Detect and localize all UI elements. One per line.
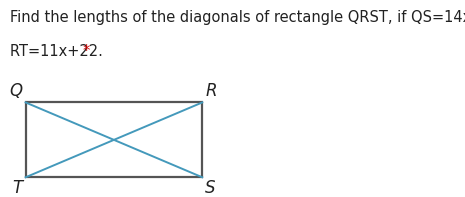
Text: R: R (206, 82, 217, 100)
Text: *: * (82, 44, 90, 59)
Text: Find the lengths of the diagonals of rectangle QRST, if QS=14x+10 and: Find the lengths of the diagonals of rec… (10, 10, 465, 25)
Text: S: S (206, 179, 216, 197)
Text: Q: Q (9, 82, 22, 100)
Text: RT=11x+22.: RT=11x+22. (10, 44, 108, 59)
Text: T: T (13, 179, 22, 197)
